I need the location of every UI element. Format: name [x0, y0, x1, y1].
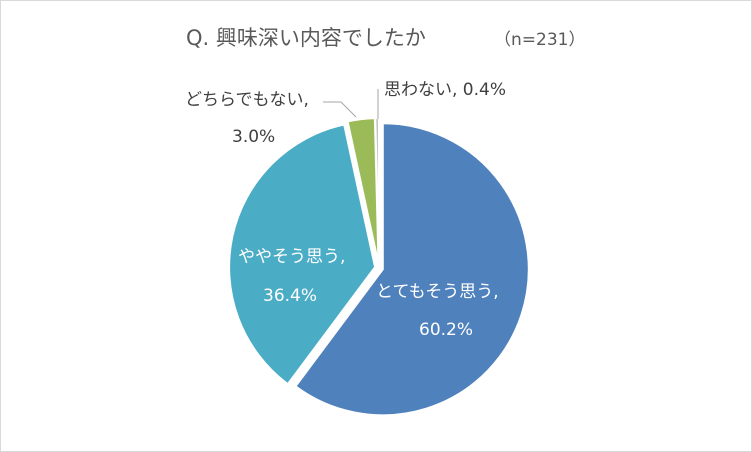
pie-slice — [374, 116, 380, 265]
pie-slice — [294, 122, 530, 417]
data-label-value: 3.0% — [232, 127, 275, 147]
data-label-category: とてもそう思う, — [376, 282, 499, 302]
data-label-category: 思わない, 0.4% — [384, 80, 506, 100]
leader-line-dochira — [323, 101, 357, 118]
pie-slice — [228, 123, 377, 386]
pie-slices — [228, 116, 530, 417]
chart-sample-size: （n=231） — [494, 30, 585, 50]
chart-title: Q. 興味深い内容でしたか — [186, 26, 426, 50]
data-label-category: ややそう思う, — [238, 247, 345, 267]
data-label-value: 60.2% — [419, 320, 473, 340]
data-label-category: どちらでもない, — [185, 90, 309, 110]
data-label-value: 36.4% — [263, 286, 317, 306]
